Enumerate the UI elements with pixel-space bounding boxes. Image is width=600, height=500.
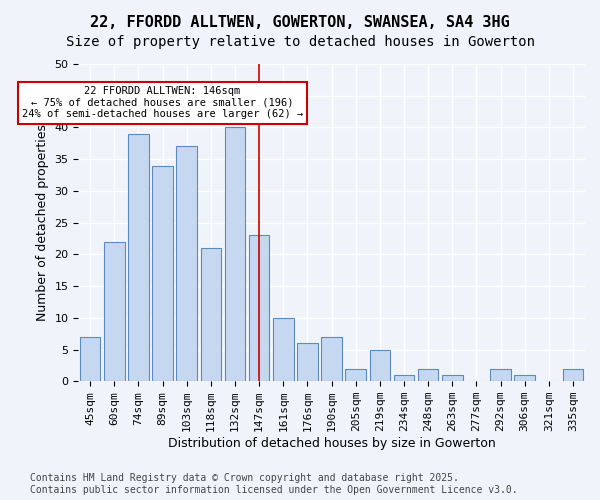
Bar [273,318,293,381]
Bar [297,343,317,381]
Text: 22, FFORDD ALLTWEN, GOWERTON, SWANSEA, SA4 3HG: 22, FFORDD ALLTWEN, GOWERTON, SWANSEA, S… [90,15,510,30]
X-axis label: Distribution of detached houses by size in Gowerton: Distribution of detached houses by size … [167,437,496,450]
Bar [104,242,125,381]
Bar [514,375,535,381]
Bar [249,236,269,381]
Bar [80,337,100,381]
Bar [490,368,511,381]
Text: Size of property relative to detached houses in Gowerton: Size of property relative to detached ho… [65,35,535,49]
Bar [563,368,583,381]
Bar [418,368,439,381]
Bar [128,134,149,381]
Bar [370,350,390,381]
Bar [322,337,342,381]
Y-axis label: Number of detached properties: Number of detached properties [36,124,49,321]
Bar [346,368,366,381]
Bar [225,128,245,381]
Bar [176,146,197,381]
Bar [442,375,463,381]
Text: Contains HM Land Registry data © Crown copyright and database right 2025.
Contai: Contains HM Land Registry data © Crown c… [30,474,518,495]
Bar [200,248,221,381]
Text: 22 FFORDD ALLTWEN: 146sqm
← 75% of detached houses are smaller (196)
24% of semi: 22 FFORDD ALLTWEN: 146sqm ← 75% of detac… [22,86,303,120]
Bar [152,166,173,381]
Bar [394,375,414,381]
